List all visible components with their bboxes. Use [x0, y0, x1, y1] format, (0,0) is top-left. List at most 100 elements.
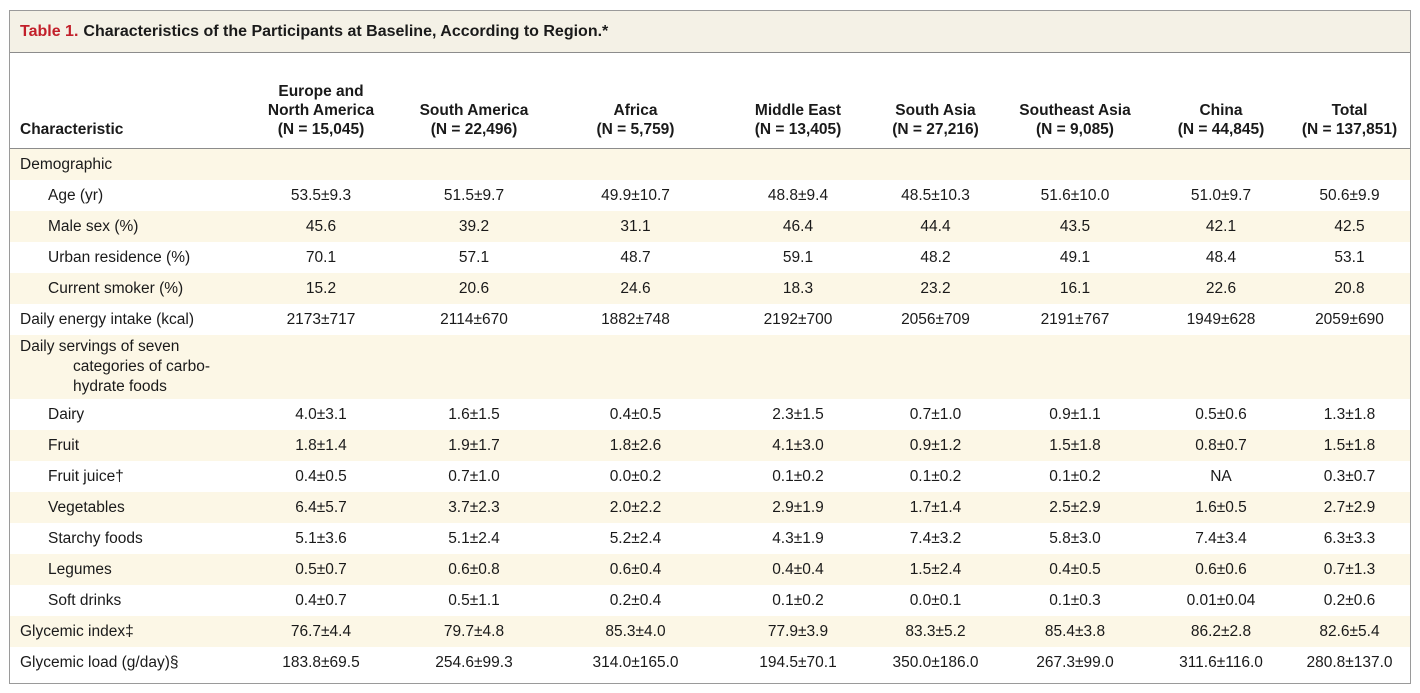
cell	[549, 335, 722, 399]
cell: 49.9±10.7	[601, 186, 670, 204]
cell: 46.4	[722, 211, 874, 242]
table-row: Fruit 1.8±1.4 1.9±1.7 1.8±2.6 4.1±3.0 0.9±1.…	[10, 430, 1410, 461]
cell: 2059±690	[1315, 310, 1384, 328]
table-row: Starchy foods 5.1±3.6 5.1±2.4 5.2±2.4 4.3±1…	[10, 523, 1410, 554]
cell: 280.8±137.0	[1306, 653, 1393, 671]
cell: 0.3±0.7	[1323, 467, 1376, 485]
cell: 6.4±5.7	[243, 492, 399, 523]
cell: 0.1±0.2	[909, 467, 962, 485]
cell: 1949±628	[1186, 310, 1256, 328]
table-row: Current smoker (%) 15.2 20.6 24.6 18.3 23.2 1…	[10, 273, 1410, 304]
cell: 51.5±9.7	[443, 186, 505, 204]
table-label: Table 1.	[20, 22, 79, 40]
table-row: Glycemic load (g/day)§ 183.8±69.5 254.6±9…	[10, 647, 1410, 678]
cell: 0.4±0.7	[295, 591, 347, 609]
cell: 0.2±0.4	[609, 591, 662, 609]
row-label-line: categories of carbo-	[73, 358, 210, 375]
cell: 0.4±0.4	[722, 554, 874, 585]
cell	[1289, 335, 1410, 399]
cell: 49.1	[1059, 248, 1091, 266]
cell	[874, 148, 997, 180]
cell: 57.1	[458, 248, 490, 266]
cell: 2.3±1.5	[772, 405, 824, 423]
cell: 16.1	[997, 273, 1153, 304]
cell: 1.5±1.8	[997, 430, 1153, 461]
cell	[722, 335, 874, 399]
row-label: Glycemic index‡	[10, 616, 243, 647]
cell	[722, 148, 874, 180]
cell	[243, 335, 399, 399]
cell: 0.1±0.2	[772, 591, 824, 609]
cell: 70.1	[305, 248, 337, 266]
table-row: Daily servings of seven categories of ca…	[10, 335, 1410, 399]
cell: 183.8±69.5	[282, 653, 360, 671]
cell: 48.7	[620, 248, 651, 266]
cell: 48.2	[920, 248, 951, 266]
table-title: Characteristics of the Participants at B…	[83, 22, 609, 40]
table-row: Vegetables 6.4±5.7 3.7±2.3 2.0±2.2 2.9±1.9 1…	[10, 492, 1410, 523]
cell: 43.5	[997, 211, 1153, 242]
cell: 0.8±0.7	[1153, 430, 1289, 461]
row-label: Current smoker (%)	[10, 273, 243, 304]
header-characteristic: Characteristic	[10, 53, 243, 149]
cell: 0.01±0.04	[1186, 591, 1256, 609]
cell: 2191±767	[1040, 310, 1110, 328]
header-africa: Africa (N = 5,759)	[549, 53, 722, 149]
cell: 51.0±9.7	[1190, 186, 1252, 204]
cell: 0.5±1.1	[448, 591, 500, 609]
cell: 2.7±2.9	[1289, 492, 1410, 523]
cell: 0.5±0.6	[1195, 405, 1247, 423]
cell: 1.6±0.5	[1153, 492, 1289, 523]
cell: 0.7±1.0	[909, 405, 962, 423]
table-row: Fruit juice† 0.4±0.5 0.7±1.0 0.0±0.2 0.1±0.…	[10, 461, 1410, 492]
cell: 48.8±9.4	[767, 186, 829, 204]
cell: 50.6±9.9	[1319, 186, 1380, 204]
table-row: Urban residence (%) 70.1 57.1 48.7 59.1 48.2…	[10, 242, 1410, 273]
cell: 2173±717	[286, 310, 356, 328]
cell: 4.0±3.1	[295, 405, 347, 423]
cell: 2192±700	[763, 310, 833, 328]
cell: 39.2	[399, 211, 549, 242]
cell: 5.1±2.4	[448, 529, 500, 547]
table-row: Demographic	[10, 148, 1410, 180]
cell: 0.4±0.5	[997, 554, 1153, 585]
header-middle-east: Middle East (N = 13,405)	[722, 53, 874, 149]
cell	[874, 335, 997, 399]
cell: 83.3±5.2	[874, 616, 997, 647]
table-row: Daily energy intake (kcal) 2173±717 2114±…	[10, 304, 1410, 335]
cell: 4.3±1.9	[772, 529, 824, 547]
cell: 48.4	[1205, 248, 1237, 266]
cell: 0.9±1.2	[874, 430, 997, 461]
cell: 42.5	[1289, 211, 1410, 242]
header-china: China (N = 44,845)	[1153, 53, 1289, 149]
cell: 0.4±0.5	[609, 405, 662, 423]
cell: 31.1	[549, 211, 722, 242]
cell: 18.3	[722, 273, 874, 304]
table-frame: Table 1. Characteristics of the Particip…	[9, 10, 1411, 684]
cell: 7.4±3.2	[909, 529, 962, 547]
row-label: Urban residence (%)	[48, 248, 191, 266]
row-label: Dairy	[48, 405, 85, 423]
cell: 79.7±4.8	[399, 616, 549, 647]
cell: 42.1	[1153, 211, 1289, 242]
cell: 1882±748	[601, 310, 670, 328]
cell	[997, 335, 1153, 399]
cell: 0.9±1.1	[1049, 405, 1101, 423]
cell: 2114±670	[440, 310, 508, 328]
cell	[997, 148, 1153, 180]
table-row: Male sex (%) 45.6 39.2 31.1 46.4 44.4 43.5 42.…	[10, 211, 1410, 242]
row-label: Soft drinks	[48, 591, 122, 609]
cell: 0.1±0.2	[1049, 467, 1101, 485]
cell: 5.2±2.4	[609, 529, 662, 547]
row-label: Age (yr)	[48, 186, 104, 204]
header-south-america: South America (N = 22,496)	[399, 53, 549, 149]
cell: 2.5±2.9	[997, 492, 1153, 523]
cell: 1.8±2.6	[549, 430, 722, 461]
cell: 350.0±186.0	[892, 653, 979, 671]
cell: 44.4	[874, 211, 997, 242]
cell: 1.9±1.7	[399, 430, 549, 461]
cell: 0.0±0.2	[609, 467, 662, 485]
cell: 0.7±1.3	[1289, 554, 1410, 585]
cell: 0.1±0.2	[772, 467, 824, 485]
cell	[243, 148, 399, 180]
